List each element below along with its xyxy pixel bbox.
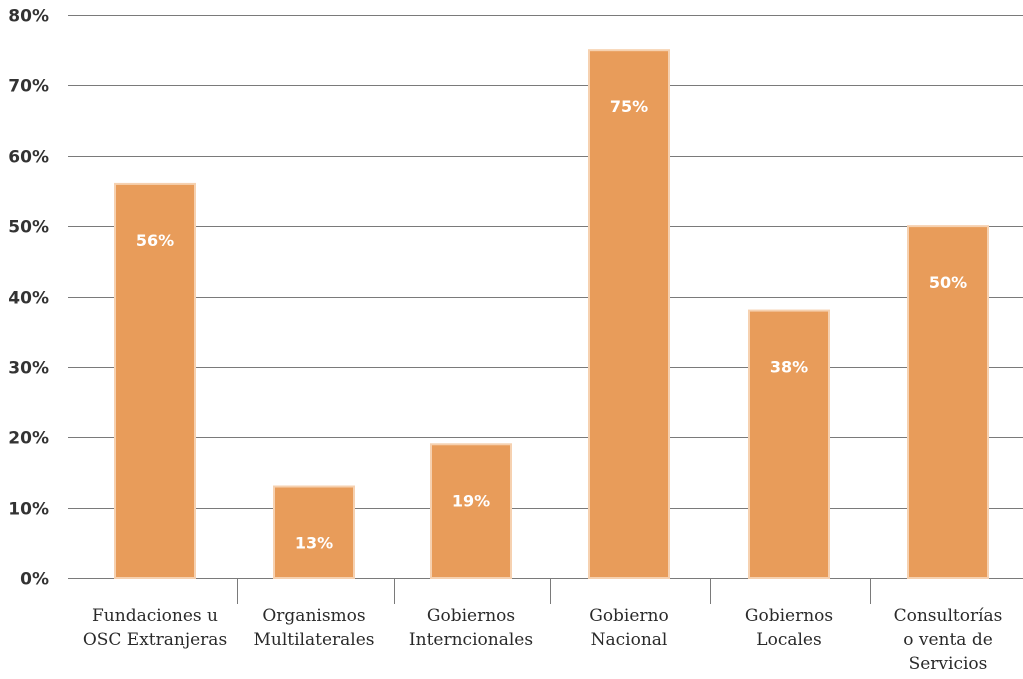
- x-tick-label-line: o venta de: [903, 630, 993, 650]
- x-tick-label-line: Consultorías: [894, 606, 1003, 626]
- x-tick-label-line: Multilaterales: [253, 630, 374, 650]
- bar-data-label: 13%: [295, 534, 333, 553]
- x-axis-tick-labels: Fundaciones u OSC Extranjeras Organismos Mu…: [83, 606, 1003, 674]
- x-tick-label: Gobierno Nacional: [589, 606, 669, 650]
- y-tick-label: 20%: [8, 429, 49, 449]
- bar-data-label: 19%: [452, 491, 490, 510]
- x-tick-label: Organismos Multilaterales: [253, 606, 374, 650]
- x-tick-label-line: Organismos: [262, 606, 365, 626]
- bar: [907, 225, 989, 579]
- x-tick-label: Gobiernos Interncionales: [409, 606, 533, 650]
- x-tick-label-line: Servicios: [909, 654, 988, 674]
- bar: [430, 443, 512, 579]
- y-tick-label: 10%: [8, 500, 49, 520]
- y-tick-label: 0%: [20, 570, 49, 590]
- y-tick-label: 50%: [8, 218, 49, 238]
- y-tick-label: 30%: [8, 359, 49, 379]
- x-tick-label-line: Fundaciones u: [92, 606, 218, 626]
- y-tick-label: 40%: [8, 289, 49, 309]
- bar-data-label: 50%: [929, 273, 967, 292]
- bar-data-label: 75%: [610, 97, 648, 116]
- bars: [114, 49, 989, 580]
- x-tick-label-line: Locales: [756, 630, 821, 650]
- x-tick-label-line: Gobiernos: [427, 606, 515, 626]
- bar: [114, 182, 196, 579]
- x-tick-label: Fundaciones u OSC Extranjeras: [83, 606, 227, 650]
- bar: [588, 49, 670, 579]
- x-tick-label-line: Gobiernos: [745, 606, 833, 626]
- gridlines: [68, 15, 1023, 579]
- x-axis-separators: [237, 578, 871, 604]
- y-tick-label: 70%: [8, 77, 49, 97]
- data-labels: 56% 13% 19% 75% 38% 50%: [136, 97, 967, 552]
- x-tick-label: Gobiernos Locales: [745, 606, 833, 650]
- bar-data-label: 56%: [136, 231, 174, 250]
- x-tick-label: Consultorías o venta de Servicios: [894, 606, 1003, 674]
- x-tick-label-line: Nacional: [591, 630, 668, 650]
- x-tick-label-line: Gobierno: [589, 606, 669, 626]
- y-axis-tick-labels: 0% 10% 20% 30% 40% 50% 60% 70% 80%: [8, 7, 49, 590]
- x-tick-label-line: Interncionales: [409, 630, 533, 650]
- x-tick-label-line: OSC Extranjeras: [83, 630, 227, 650]
- y-tick-label: 80%: [8, 7, 49, 27]
- bar: [748, 309, 830, 579]
- bar: [273, 485, 355, 580]
- y-tick-label: 60%: [8, 148, 49, 168]
- bar-data-label: 38%: [770, 358, 808, 377]
